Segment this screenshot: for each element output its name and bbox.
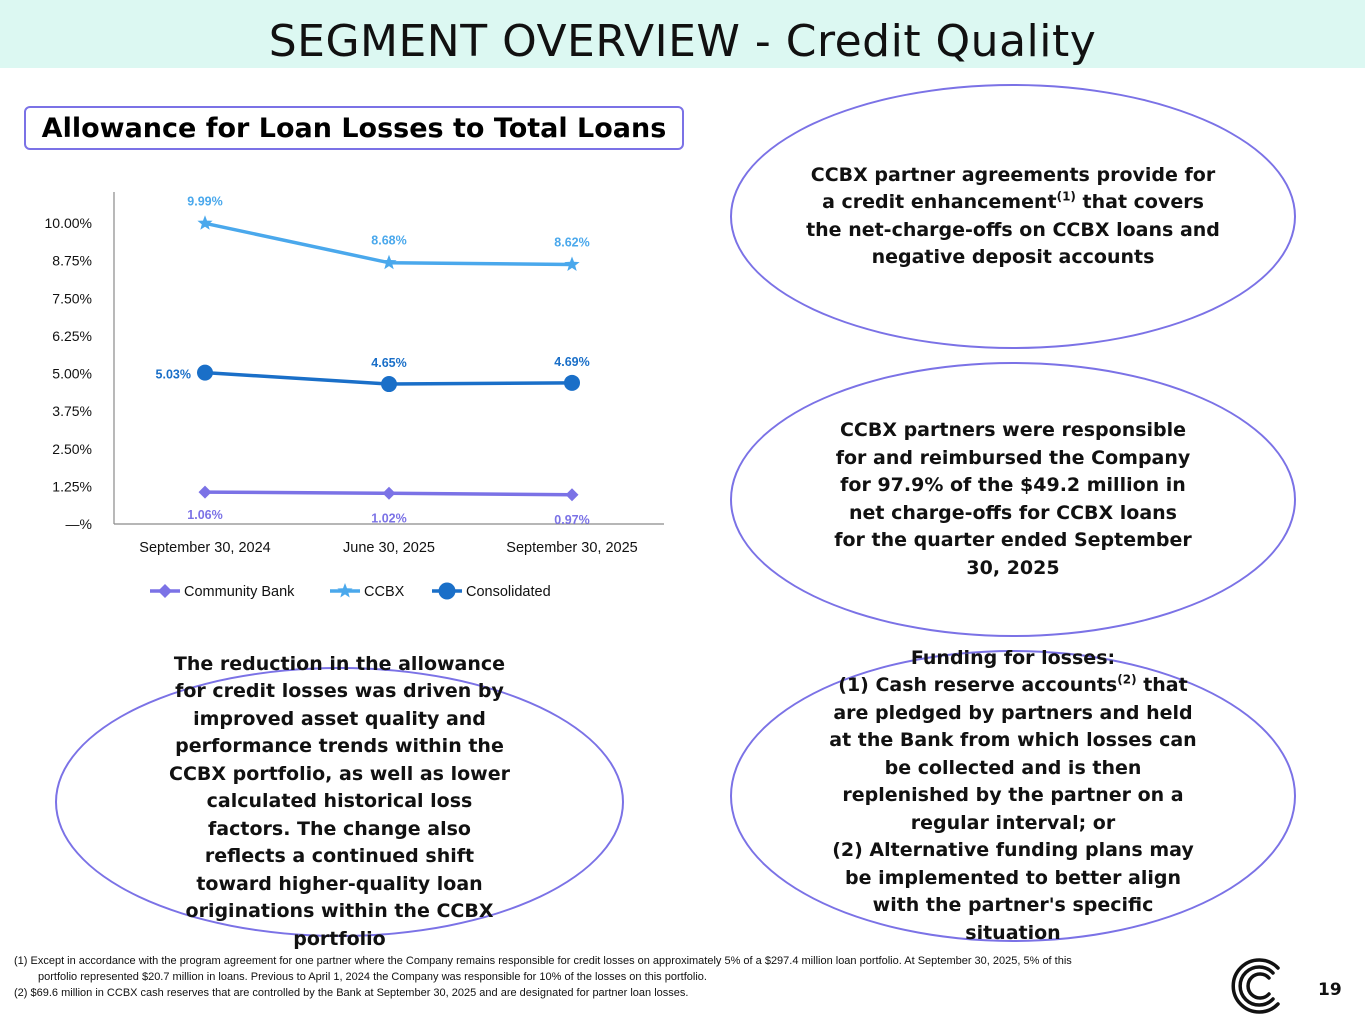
community-bank-point	[382, 486, 396, 500]
y-tick-label: 3.75%	[52, 403, 92, 419]
x-tick-label: September 30, 2025	[506, 540, 637, 556]
page-number: 19	[1318, 980, 1342, 1000]
ccbx-legend-label: CCBX	[364, 584, 405, 600]
y-tick-label: 8.75%	[52, 253, 92, 269]
page-title: SEGMENT OVERVIEW - Credit Quality	[268, 16, 1097, 67]
funding-heading: Funding for losses:	[910, 646, 1116, 669]
consolidated-point	[197, 364, 213, 381]
callout-credit-enhancement: CCBX partner agreements provide for a cr…	[730, 84, 1296, 349]
header-band	[0, 0, 1365, 68]
footnote-1-line-2: portfolio represented $20.7 million in l…	[38, 971, 707, 983]
footnote-2: (2) $69.6 million in CCBX cash reserves …	[14, 987, 689, 999]
y-tick-label: 5.00%	[52, 366, 92, 382]
y-tick-label: 7.50%	[52, 290, 92, 306]
consolidated-point	[381, 376, 397, 393]
ccbx-data-label: 8.62%	[554, 236, 589, 250]
community-bank-data-label: 1.06%	[187, 508, 222, 522]
ccbx-point	[197, 215, 213, 230]
chart-title: Allowance for Loan Losses to Total Loans	[41, 112, 667, 144]
chart-title-box: Allowance for Loan Losses to Total Loans	[24, 106, 684, 150]
ccbx-data-label: 9.99%	[187, 194, 222, 208]
credit-enhancement-text-pre: CCBX partner agreements provide for a cr…	[810, 163, 1216, 214]
reduction-text: The reduction in the allowance for credi…	[169, 652, 510, 950]
callout-funding: Funding for losses: (1) Cash reserve acc…	[730, 647, 1296, 944]
funding-item1-pre: (1) Cash reserve accounts	[838, 674, 1118, 697]
x-tick-label: September 30, 2024	[139, 540, 270, 556]
funding-item2: (2) Alternative funding plans may be imp…	[832, 839, 1194, 944]
ccbx-point	[381, 254, 397, 270]
line-chart: —% 1.25% 2.50% 3.75% 5.00% 6.25% 7.50% 8.75% 10.…	[45, 192, 664, 600]
callout-reduction: The reduction in the allowance for credi…	[55, 653, 624, 950]
community-bank-data-label: 1.02%	[371, 511, 406, 525]
footnotes: (1) Except in accordance with the progra…	[14, 953, 1214, 1001]
consolidated-data-label: 4.69%	[554, 355, 589, 369]
community-bank-data-label: 0.97%	[554, 513, 589, 527]
concentric-c-logo-icon	[1231, 958, 1280, 1014]
ccbx-data-label: 8.68%	[371, 234, 406, 248]
consolidated-point	[564, 374, 580, 391]
credit-enhancement-footnote-ref: (1)	[1056, 189, 1076, 204]
credit-enhancement-text-post: that covers the net-charge-offs on CCBX …	[806, 191, 1220, 268]
community-bank-legend-label: Community Bank	[184, 584, 295, 600]
x-tick-label: June 30, 2025	[343, 540, 435, 556]
community-bank-point	[198, 485, 212, 499]
y-tick-label: 1.25%	[52, 478, 92, 494]
footnote-1-line-1: (1) Except in accordance with the progra…	[14, 955, 1072, 967]
ccbx-legend-marker	[337, 583, 353, 598]
consolidated-data-label: 4.65%	[371, 356, 406, 370]
funding-footnote-ref: (2)	[1117, 672, 1137, 687]
y-tick-label: —%	[66, 516, 92, 532]
y-tick-label: 10.00%	[45, 215, 92, 231]
consolidated-legend-marker	[438, 582, 456, 600]
community-bank-legend-marker	[158, 584, 172, 598]
funding-item1-post: that are pledged by partners and held at…	[829, 674, 1197, 834]
y-tick-label: 6.25%	[52, 328, 92, 344]
community-bank-point	[565, 488, 579, 502]
reimbursement-text: CCBX partners were responsible for and r…	[834, 419, 1192, 579]
consolidated-legend-label: Consolidated	[466, 584, 551, 600]
ccbx-point	[564, 256, 580, 271]
consolidated-data-label: 5.03%	[156, 368, 191, 382]
callout-reimbursement: CCBX partners were responsible for and r…	[730, 362, 1296, 637]
y-tick-label: 2.50%	[52, 441, 92, 457]
